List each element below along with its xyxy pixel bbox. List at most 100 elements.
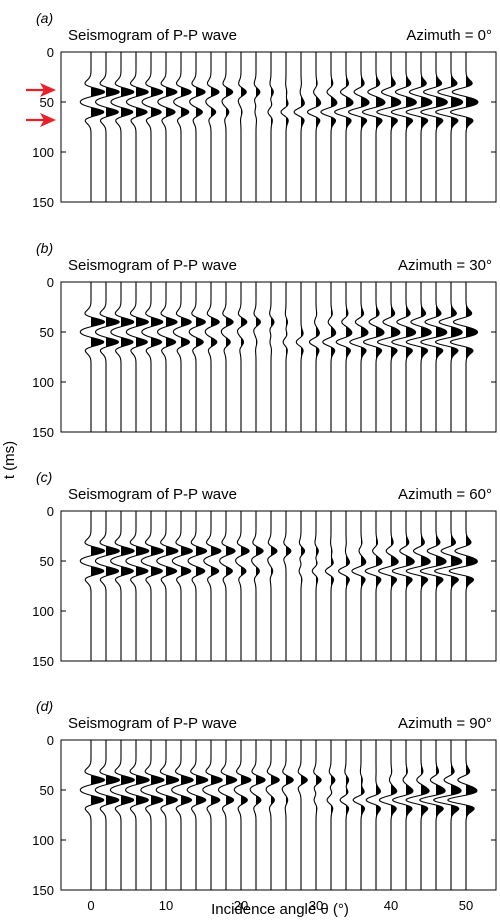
azimuth-label: Azimuth = 0° [406,27,492,44]
trace-fill [391,767,397,818]
trace-line [94,282,120,432]
x-tick-label: 20 [234,898,248,913]
trace-line [364,511,383,661]
trace-line [433,740,462,890]
trace-fill [361,776,365,817]
trace-fill [241,87,247,116]
trace-fill [271,546,277,576]
trace-fill [466,74,478,131]
azimuth-label: Azimuth = 90° [398,715,492,732]
trace-line [298,511,306,661]
trace-line [391,511,415,661]
trace-fill [226,546,236,576]
trace-line [220,282,234,432]
trace-line [125,740,150,890]
trace-fill [466,304,478,361]
trace-fill [271,775,280,805]
panel-d: (d) Seismogram of P-P wave Azimuth = 90° 0 5… [32,698,497,913]
panel-c: (c) Seismogram of P-P wave Azimuth = 60° 0 5… [32,469,497,669]
trace-fill [196,775,208,805]
trace-line [405,511,431,661]
trace-fill [211,317,220,347]
plot-frame [60,51,497,203]
y-tick-label: 0 [47,733,54,748]
trace-fill [256,317,261,346]
trace-fill [136,317,149,347]
trace-line [320,52,338,202]
trace-fill [136,87,149,117]
trace-line [79,52,106,202]
trace-fill [241,546,250,576]
panel-label: (b) [36,240,53,256]
trace-line [205,52,220,202]
trace-fill [226,87,233,117]
trace-line [392,740,414,890]
trace-line [390,52,417,202]
trace-fill [361,537,366,589]
trace-line [141,282,164,432]
trace-line [352,740,366,890]
trace-fill [421,74,432,130]
trace-line [405,52,433,202]
trace-fill [406,305,416,360]
trace-line [267,511,278,661]
trace-line [95,52,120,202]
trace-fill [151,317,163,347]
trace-line [186,740,209,890]
trace-fill [286,546,291,556]
trace-fill [226,775,237,805]
trace-fill [466,763,477,819]
trace-fill [166,317,178,347]
trace-line [140,740,165,890]
x-axis-label: Incidence angle θ (°) [211,901,349,918]
trace-fill [181,775,194,805]
trace-fill [421,305,432,360]
trace-line [449,282,479,432]
x-tick-label: 50 [459,898,473,913]
trace-fill [301,775,308,785]
trace-fill [436,534,447,590]
trace-line [219,511,236,661]
plot-frame [60,510,497,662]
trace-fill [451,304,463,361]
trace-fill [181,317,192,347]
trace-line [125,511,150,661]
trace-fill [151,546,164,576]
trace-fill [181,546,193,576]
trace-fill [406,75,417,130]
traces [79,511,478,661]
trace-line [141,52,164,202]
trace-fill [211,546,221,576]
trace-line [434,511,463,661]
trace-line [362,282,385,432]
trace-fill [91,546,105,576]
trace-line [338,511,351,661]
trace-fill [106,317,120,347]
trace-line [297,740,308,890]
trace-line [187,511,208,661]
trace-line [94,511,120,661]
traces [79,52,479,202]
trace-line [334,52,354,202]
trace-line [322,282,337,432]
trace-line [324,511,335,661]
trace-line [172,282,192,432]
trace-fill [166,546,178,576]
trace-line [236,282,248,432]
trace-line [140,511,164,661]
trace-fill [406,765,413,818]
traces [79,740,478,890]
trace-line [282,282,288,432]
trace-line [420,282,448,432]
trace-line [171,511,193,661]
trace-line [237,52,247,202]
arrow-head [40,83,56,97]
trace-fill [301,81,305,129]
x-tick-label: 0 [87,898,94,913]
trace-line [449,52,479,202]
trace-line [233,740,252,890]
y-tick-label: 150 [32,425,54,440]
y-tick-label: 100 [32,833,54,848]
trace-line [110,282,135,432]
trace-line [419,511,447,661]
